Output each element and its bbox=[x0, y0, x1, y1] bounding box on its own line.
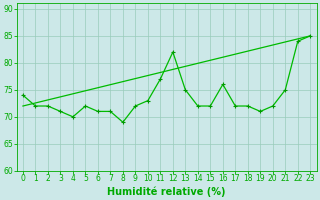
X-axis label: Humidité relative (%): Humidité relative (%) bbox=[108, 186, 226, 197]
